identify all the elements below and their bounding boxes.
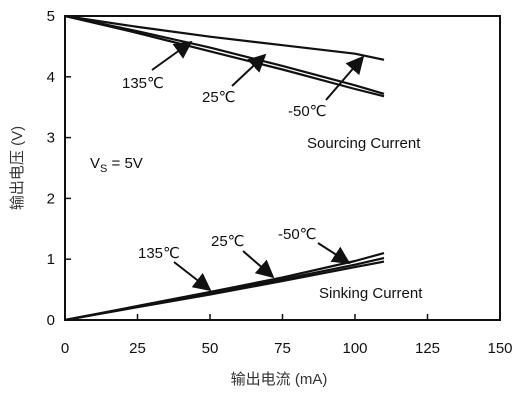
sinking-135c-label: 135℃ bbox=[138, 245, 180, 262]
x-axis-title: 输出电流 (mA) bbox=[231, 371, 328, 388]
sourcing-135c-arrow bbox=[151, 40, 193, 71]
vs-value: = 5V bbox=[107, 155, 142, 172]
y-tick-label: 0 bbox=[47, 312, 55, 329]
y-tick-label: 3 bbox=[47, 130, 55, 147]
sinking-series-line-m50c bbox=[64, 260, 385, 322]
sinking-m50c-arrow bbox=[317, 242, 351, 264]
sinking-current-label: Sinking Current bbox=[319, 285, 423, 302]
vs-subscript: S bbox=[100, 163, 107, 175]
y-tick-label: 5 bbox=[47, 8, 55, 25]
y-axis-title: 输出电压 (V) bbox=[9, 126, 26, 210]
x-tick-label: 100 bbox=[342, 340, 367, 357]
vs-symbol: V bbox=[90, 155, 100, 172]
sourcing-135c-label: 135℃ bbox=[122, 75, 164, 92]
sourcing-m50c-label: -50℃ bbox=[288, 103, 327, 120]
x-tick-label: 125 bbox=[415, 340, 440, 357]
y-tick-label: 1 bbox=[47, 251, 55, 268]
sourcing-series-line-m50c bbox=[64, 14, 385, 61]
series-lines bbox=[64, 14, 385, 322]
x-tick-label: 25 bbox=[129, 340, 146, 357]
x-tick-label: 150 bbox=[487, 340, 512, 357]
x-axis-ticks: 0 25 50 75 100 125 150 bbox=[61, 314, 513, 357]
sourcing-m50c-arrow bbox=[325, 55, 365, 101]
sourcing-series-line-135c bbox=[64, 14, 385, 98]
sourcing-25c-label: 25℃ bbox=[202, 89, 236, 106]
x-tick-label: 75 bbox=[274, 340, 291, 357]
x-tick-label: 50 bbox=[202, 340, 219, 357]
sinking-m50c-label: -50℃ bbox=[278, 226, 317, 243]
y-tick-label: 4 bbox=[47, 69, 55, 86]
y-tick-label: 2 bbox=[47, 190, 55, 207]
y-axis-ticks: 0 1 2 3 4 5 bbox=[47, 8, 71, 329]
sourcing-current-label: Sourcing Current bbox=[307, 135, 421, 152]
sourcing-25c-arrow bbox=[231, 53, 267, 87]
sinking-25c-arrow bbox=[242, 250, 275, 279]
x-tick-label: 0 bbox=[61, 340, 69, 357]
sinking-25c-label: 25℃ bbox=[211, 233, 245, 250]
sinking-135c-arrow bbox=[173, 261, 212, 292]
sourcing-series-line-25c bbox=[64, 14, 385, 95]
supply-voltage-label: VS = 5V bbox=[90, 155, 143, 175]
